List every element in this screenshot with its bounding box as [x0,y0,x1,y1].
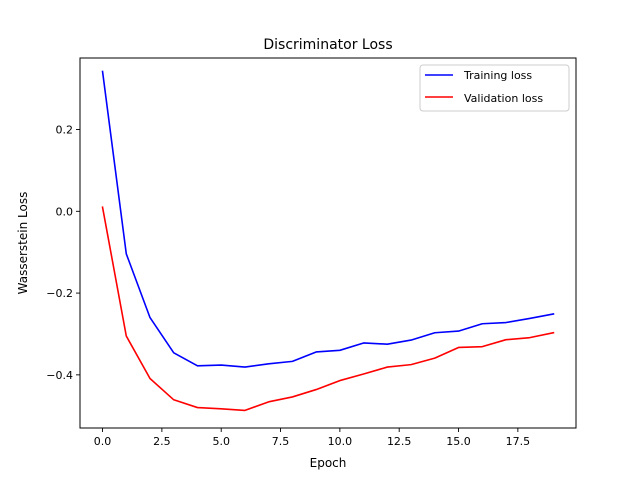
x-tick-label: 7.5 [272,435,290,448]
series-layer [101,70,555,412]
x-axis-ticks: 0.0 2.5 5.0 7.5 10.0 12.5 15.0 17.5 [94,428,530,448]
x-tick-label: 12.5 [387,435,412,448]
legend: Training loss Validation loss [419,64,570,112]
y-tick-label: 0.2 [56,124,74,137]
legend-box [419,64,570,112]
chart-title: Discriminator Loss [263,37,392,53]
x-axis-label: Epoch [310,456,347,470]
x-tick-label: 10.0 [328,435,353,448]
x-tick-label: 15.0 [446,435,471,448]
x-tick-label: 2.5 [153,435,171,448]
legend-label-validation: Validation loss [464,92,543,105]
plot-area-frame [79,57,577,429]
x-tick-label: 17.5 [506,435,531,448]
y-axis-label: Wasserstein Loss [16,192,30,295]
x-tick-label: 0.0 [94,435,112,448]
y-tick-label: −0.2 [46,287,73,300]
y-tick-label: −0.4 [46,369,73,382]
legend-label-training: Training loss [463,69,532,82]
series-line-training [101,70,555,368]
x-tick-label: 5.0 [212,435,230,448]
series-line-validation [101,206,555,412]
y-tick-label: 0.0 [56,205,74,218]
y-axis-ticks: −0.4 −0.2 0.0 0.2 [46,124,80,382]
